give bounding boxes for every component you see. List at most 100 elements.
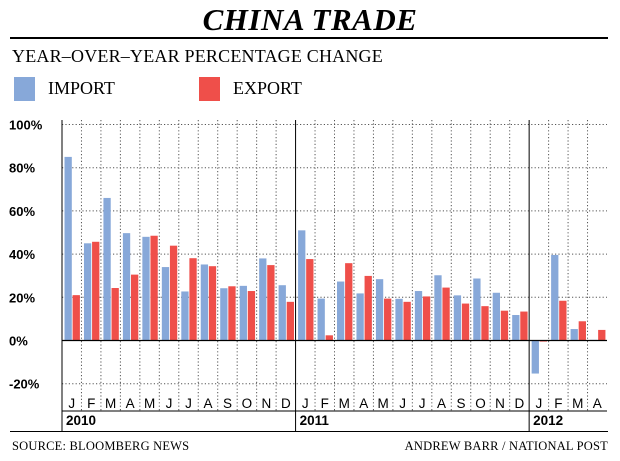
x-tick-label: N xyxy=(495,396,505,411)
x-tick-label: J xyxy=(419,396,426,411)
x-tick-label: O xyxy=(475,396,486,411)
legend-label-import: IMPORT xyxy=(48,78,115,98)
bar-export xyxy=(169,245,178,341)
bar-import xyxy=(161,267,170,341)
bar-import xyxy=(512,315,520,341)
bar-import xyxy=(64,156,72,341)
x-tick-label: J xyxy=(536,396,543,411)
bar-export xyxy=(92,241,100,341)
x-tick-label: N xyxy=(262,396,272,411)
bar-export xyxy=(422,296,431,341)
bar-export xyxy=(520,311,528,341)
x-tick-label: F xyxy=(87,396,95,411)
bar-export xyxy=(325,335,333,341)
x-tick-label: S xyxy=(457,396,466,411)
y-tick-label: 40% xyxy=(9,247,35,262)
bar-export xyxy=(208,266,217,341)
year-label: 2010 xyxy=(66,413,96,428)
x-tick-label: J xyxy=(302,396,309,411)
x-tick-label: J xyxy=(399,396,406,411)
x-tick-label: J xyxy=(185,396,192,411)
bar-export xyxy=(130,274,139,341)
x-tick-label: F xyxy=(321,396,329,411)
bar-import xyxy=(551,254,559,341)
bar-import xyxy=(220,288,228,341)
bar-export xyxy=(442,287,450,341)
legend-swatch-export xyxy=(199,77,220,101)
y-tick-label: 100% xyxy=(9,118,43,133)
x-tick-label: A xyxy=(437,396,446,411)
y-tick-label: 20% xyxy=(9,290,35,305)
title-rule xyxy=(10,37,608,39)
y-tick-label: 80% xyxy=(9,161,35,176)
bar-export xyxy=(461,303,470,341)
x-tick-label: J xyxy=(68,396,75,411)
source-note: SOURCE: BLOOMBERG NEWS xyxy=(12,439,190,453)
footer-rule xyxy=(10,431,608,432)
bar-import xyxy=(200,264,209,341)
x-tick-label: O xyxy=(242,396,253,411)
bar-import xyxy=(395,298,403,341)
bar-export xyxy=(189,258,197,341)
bar-export xyxy=(559,300,567,341)
bar-import xyxy=(83,243,92,341)
bar-import xyxy=(473,278,481,341)
x-tick-label: A xyxy=(126,396,135,411)
bar-export xyxy=(384,298,392,341)
bar-export xyxy=(72,295,80,341)
x-tick-label: J xyxy=(166,396,173,411)
bar-export xyxy=(306,259,314,341)
bar-export xyxy=(345,263,353,341)
bar-export xyxy=(578,321,586,341)
bar-import xyxy=(298,230,306,341)
x-tick-label: M xyxy=(105,396,116,411)
bar-import xyxy=(142,236,150,341)
credit-note: ANDREW BARR / NATIONAL POST xyxy=(404,439,608,453)
legend-swatch-import xyxy=(14,77,35,101)
bar-export xyxy=(267,265,275,341)
bar-export xyxy=(247,291,256,341)
bar-export xyxy=(286,301,295,341)
y-tick-label: -20% xyxy=(9,377,40,392)
bar-import xyxy=(356,293,364,341)
bar-export xyxy=(150,235,158,341)
bar-import xyxy=(122,233,131,341)
bar-import xyxy=(570,329,578,341)
bar-import xyxy=(181,291,189,341)
bar-export xyxy=(500,310,509,341)
bar-import xyxy=(414,291,423,341)
x-tick-label: A xyxy=(203,396,212,411)
x-tick-label: D xyxy=(515,396,525,411)
x-tick-label: S xyxy=(223,396,232,411)
bar-export xyxy=(481,306,489,341)
x-tick-label: F xyxy=(554,396,562,411)
chart-title: CHINA TRADE xyxy=(202,2,418,37)
bar-import xyxy=(103,197,111,341)
x-tick-label: D xyxy=(281,396,291,411)
bar-import xyxy=(375,279,384,341)
bar-import xyxy=(531,340,539,374)
legend-label-export: EXPORT xyxy=(233,78,302,98)
x-tick-label: A xyxy=(593,396,602,411)
y-tick-label: 60% xyxy=(9,204,35,219)
bar-export xyxy=(598,329,606,341)
x-tick-label: M xyxy=(572,396,583,411)
chart-subtitle: YEAR–OVER–YEAR PERCENTAGE CHANGE xyxy=(12,46,383,66)
y-tick-label: 0% xyxy=(9,334,28,349)
bar-import xyxy=(278,285,286,341)
x-tick-label: A xyxy=(359,396,368,411)
bar-import xyxy=(317,298,325,341)
bar-export xyxy=(228,286,236,341)
x-tick-label: M xyxy=(144,396,155,411)
x-tick-label: M xyxy=(339,396,350,411)
bar-export xyxy=(111,288,119,341)
year-label: 2011 xyxy=(300,413,330,428)
bar-export xyxy=(364,275,372,341)
bar-import xyxy=(492,292,501,341)
bar-export xyxy=(403,301,411,341)
x-tick-label: M xyxy=(378,396,389,411)
bar-import xyxy=(337,281,345,341)
bar-import xyxy=(434,275,442,341)
bar-import xyxy=(259,258,267,341)
